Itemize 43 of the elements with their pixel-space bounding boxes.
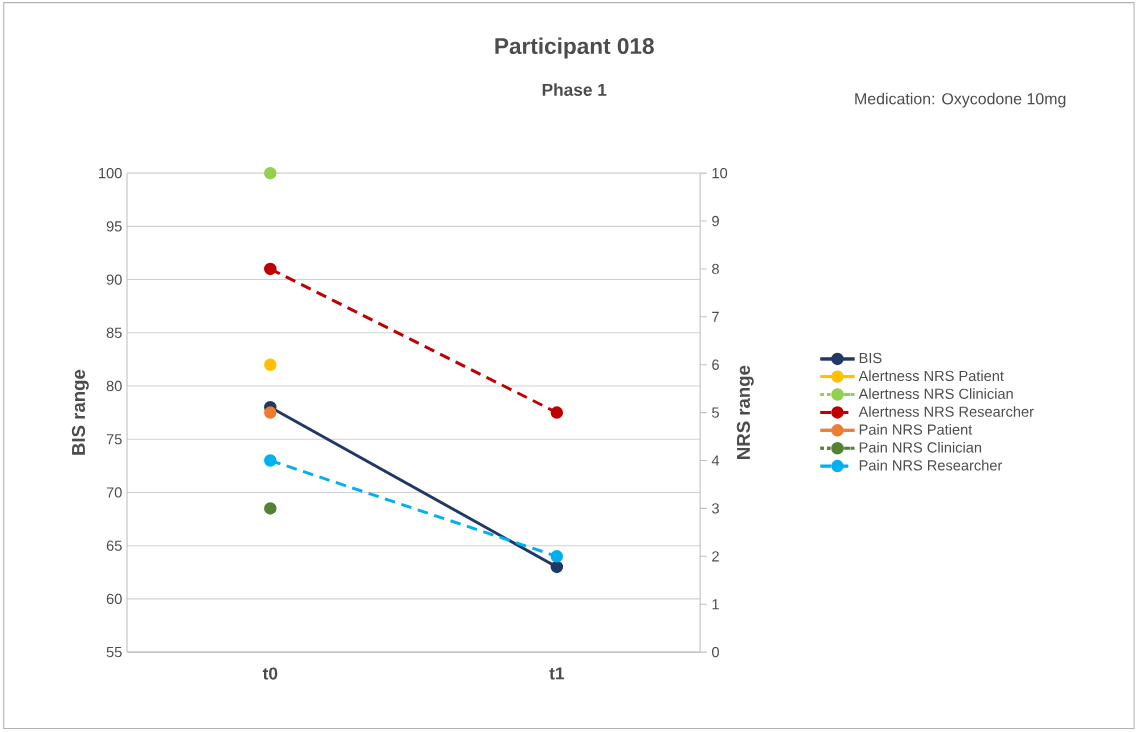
point — [550, 406, 564, 419]
text: Medication: Oxycodone 10mg — [855, 92, 1066, 108]
legend-label: Alertness NRS Researcher — [858, 406, 1034, 417]
y2-tick-label: 3 — [712, 503, 719, 514]
legend-label: Alertness NRS Patient — [858, 370, 1004, 381]
y2-tick-label: 0 — [712, 646, 719, 658]
y-tick-label: 60 — [106, 593, 122, 604]
point — [550, 549, 564, 563]
y-tick-label: 55 — [106, 646, 122, 658]
y2-tick-label: 6 — [712, 359, 719, 370]
point — [264, 454, 277, 467]
point — [264, 358, 277, 371]
y2-tick-label: 8 — [712, 263, 719, 274]
y-axis-title: BIS range — [71, 369, 89, 455]
chart-title: Participant 018 — [495, 37, 654, 59]
legend-label: Alertness NRS Clinician — [858, 388, 1013, 399]
y-tick-label: 80 — [106, 380, 122, 392]
y-tick-label: 65 — [106, 540, 122, 551]
point — [264, 262, 277, 276]
y-tick-label: 70 — [106, 487, 122, 498]
y2-tick-label: 10 — [712, 167, 728, 179]
y2-tick-label: 4 — [711, 455, 720, 466]
y2-tick-label: 5 — [712, 407, 719, 418]
legend-label: Pain NRS Patient — [859, 423, 973, 435]
point — [264, 502, 277, 515]
y2-tick-label: 2 — [712, 551, 719, 562]
x-tick-label: t1 — [549, 667, 565, 680]
y2-axis-title: NRS range — [736, 365, 754, 459]
point — [264, 166, 277, 180]
y2-tick-label: 9 — [712, 215, 719, 227]
x-tick-label: t0 — [262, 667, 278, 680]
chart-subtitle: Phase 1 — [542, 83, 607, 96]
y-tick-label: 85 — [106, 327, 122, 338]
y-tick-label: 75 — [106, 434, 122, 445]
y2-tick-label: 1 — [712, 599, 719, 610]
y2-tick-label: 7 — [712, 311, 719, 322]
y-tick-label: 100 — [99, 167, 122, 179]
y-tick-label: 95 — [106, 221, 122, 232]
legend-label: Pain NRS Clinician — [859, 441, 982, 453]
y-tick-label: 90 — [106, 274, 122, 285]
legend-label: Pain NRS Researcher — [859, 459, 1003, 471]
point — [264, 406, 277, 419]
legend-label: BIS — [859, 352, 882, 364]
